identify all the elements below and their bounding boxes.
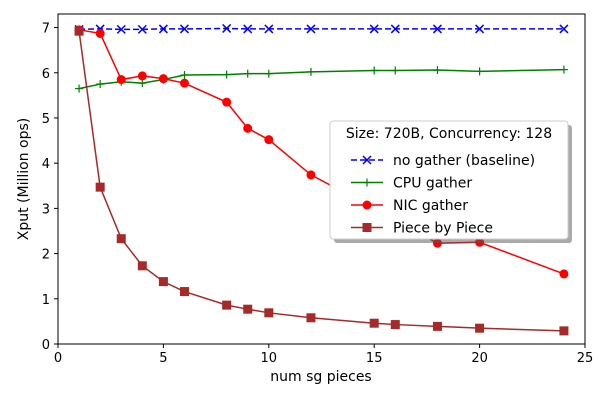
y-tick-label: 1 [42,293,50,308]
data-point-x-marker [222,23,232,33]
data-point-square-marker [74,26,84,36]
y-tick-label: 2 [42,248,50,263]
data-point-square-marker [559,326,569,336]
data-point-x-marker [264,24,274,34]
y-tick-label: 7 [42,22,50,37]
data-point-square-marker [222,300,232,310]
data-point-circle-marker [116,75,126,85]
data-point-x-marker [475,24,485,34]
data-point-x-marker [243,24,253,34]
data-point-square-marker [369,318,379,328]
data-point-x-marker [390,24,400,34]
data-point-plus-marker [559,65,568,74]
data-point-circle-marker [222,97,232,107]
x-axis-label: num sg pieces [270,369,371,385]
data-point-square-marker [179,287,189,297]
plot-frame [57,13,586,345]
data-point-square-marker [158,277,168,287]
data-point-square-marker [475,323,485,333]
data-point-square-marker [137,261,147,271]
data-point-x-marker [116,24,126,34]
data-point-plus-marker [75,84,84,93]
legend-entries: no gather (baseline) CPU gather NIC gather… [351,153,535,237]
data-point-x-marker [559,24,569,34]
legend-label: NIC gather [393,198,468,214]
data-point-x-marker [306,24,316,34]
data-point-x-marker [158,24,168,34]
data-point-plus-marker [222,70,231,79]
data-point-plus-marker [433,66,442,75]
data-point-x-marker [179,24,190,34]
data-point-square-marker [95,182,105,192]
x-tick-label: 20 [471,351,488,366]
data-point-circle-marker [179,78,189,88]
data-point-square-marker [264,308,274,318]
data-point-plus-marker [180,71,189,80]
data-point-circle-marker [559,269,569,279]
legend-x-marker [362,155,372,165]
legend-title: Size: 720B, Concurrency: 128 [346,126,552,142]
data-point-square-marker [432,321,442,331]
x-tick-label: 25 [577,351,594,366]
x-tick-label: 5 [159,351,167,366]
x-tick-label: 15 [366,351,383,366]
legend-entry: Piece by Piece [351,221,493,237]
data-point-plus-marker [306,67,315,76]
legend-entry: CPU gather [351,176,472,192]
y-tick-label: 0 [42,338,50,353]
data-point-circle-marker [264,135,274,145]
x-tick-label: 10 [261,351,278,366]
legend-label: Piece by Piece [393,221,493,237]
data-point-x-marker [432,24,442,34]
legend-plus-marker [363,178,371,187]
y-axis-label: Xput (Million ops) [16,118,32,241]
data-point-square-marker [306,313,316,323]
legend: Size: 720B, Concurrency: 128 no gather (… [329,120,572,243]
series-piece-by-piece [74,26,569,336]
data-point-circle-marker [243,123,253,133]
legend-box [329,120,569,240]
data-point-square-marker [116,234,126,244]
legend-entry: NIC gather [351,198,468,214]
series-layer [74,23,569,336]
series-cpu-gather [75,65,568,93]
y-tick-label: 4 [42,157,50,172]
legend-label: CPU gather [393,176,472,192]
data-point-circle-marker [158,74,168,84]
data-point-plus-marker [391,66,400,75]
y-tick-label: 5 [42,112,50,127]
data-point-plus-marker [96,80,105,89]
data-point-plus-marker [138,79,147,88]
data-point-plus-marker [370,66,379,75]
x-axis-ticks: 0 5 10 15 20 25 [54,344,593,366]
series-line [79,27,564,31]
legend-circle-marker [362,200,372,210]
data-point-circle-marker [306,170,316,180]
data-point-x-marker [369,24,379,34]
x-tick-label: 0 [54,351,62,366]
data-point-plus-marker [264,69,273,78]
y-axis-ticks: 0 1 2 3 4 5 6 7 [42,22,58,353]
data-point-circle-marker [137,71,147,81]
data-point-circle-marker [95,28,105,38]
data-point-square-marker [243,304,253,314]
data-point-plus-marker [243,69,252,78]
legend-square-marker [362,223,372,232]
legend-label: no gather (baseline) [393,153,535,169]
legend-entry: no gather (baseline) [351,153,535,169]
y-tick-label: 6 [42,67,50,82]
y-tick-label: 3 [42,202,50,217]
data-point-plus-marker [475,67,484,76]
data-point-square-marker [390,320,400,330]
data-point-x-marker [137,24,147,34]
